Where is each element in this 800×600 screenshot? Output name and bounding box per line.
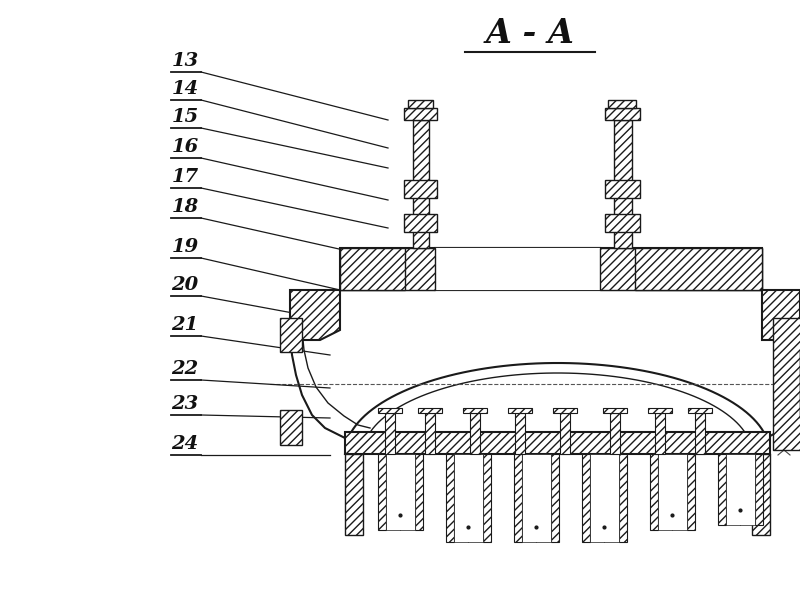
Polygon shape bbox=[762, 290, 800, 340]
Polygon shape bbox=[655, 413, 665, 454]
Polygon shape bbox=[425, 413, 435, 454]
Polygon shape bbox=[726, 454, 755, 525]
Polygon shape bbox=[415, 454, 423, 530]
Polygon shape bbox=[280, 318, 302, 352]
Polygon shape bbox=[470, 413, 480, 454]
Polygon shape bbox=[752, 454, 770, 535]
Polygon shape bbox=[718, 454, 726, 525]
Polygon shape bbox=[687, 454, 695, 530]
Polygon shape bbox=[514, 454, 522, 542]
Text: 22: 22 bbox=[171, 360, 198, 378]
Polygon shape bbox=[386, 454, 415, 530]
Polygon shape bbox=[635, 248, 762, 290]
Polygon shape bbox=[650, 454, 658, 530]
Polygon shape bbox=[600, 248, 762, 290]
Text: 24: 24 bbox=[171, 435, 198, 453]
Polygon shape bbox=[340, 248, 762, 290]
Polygon shape bbox=[408, 100, 433, 108]
Polygon shape bbox=[280, 410, 302, 445]
Polygon shape bbox=[385, 413, 395, 454]
Polygon shape bbox=[508, 408, 532, 413]
Polygon shape bbox=[605, 214, 640, 232]
Polygon shape bbox=[608, 100, 636, 108]
Polygon shape bbox=[610, 413, 620, 454]
Text: 13: 13 bbox=[171, 52, 198, 70]
Polygon shape bbox=[515, 413, 525, 454]
Polygon shape bbox=[378, 408, 402, 413]
Text: A - A: A - A bbox=[486, 17, 574, 50]
Polygon shape bbox=[483, 454, 491, 542]
Text: 23: 23 bbox=[171, 395, 198, 413]
Polygon shape bbox=[590, 454, 619, 542]
Polygon shape bbox=[418, 408, 442, 413]
Polygon shape bbox=[290, 290, 340, 340]
Polygon shape bbox=[688, 408, 712, 413]
Polygon shape bbox=[695, 413, 705, 454]
Text: 16: 16 bbox=[171, 138, 198, 156]
Polygon shape bbox=[614, 120, 632, 248]
Polygon shape bbox=[553, 408, 577, 413]
Polygon shape bbox=[463, 408, 487, 413]
Text: 18: 18 bbox=[171, 198, 198, 216]
Polygon shape bbox=[605, 180, 640, 198]
Polygon shape bbox=[658, 454, 687, 530]
Polygon shape bbox=[603, 408, 627, 413]
Polygon shape bbox=[345, 454, 363, 535]
Polygon shape bbox=[582, 454, 590, 542]
Polygon shape bbox=[413, 120, 429, 248]
Polygon shape bbox=[340, 248, 405, 290]
Polygon shape bbox=[435, 248, 600, 290]
Polygon shape bbox=[340, 248, 435, 290]
Polygon shape bbox=[619, 454, 627, 542]
Text: 21: 21 bbox=[171, 316, 198, 334]
Polygon shape bbox=[454, 454, 483, 542]
Text: 17: 17 bbox=[171, 168, 198, 186]
Polygon shape bbox=[404, 214, 437, 232]
Text: 15: 15 bbox=[171, 108, 198, 126]
Polygon shape bbox=[605, 108, 640, 120]
Polygon shape bbox=[404, 108, 437, 120]
Polygon shape bbox=[648, 408, 672, 413]
Text: 14: 14 bbox=[171, 80, 198, 98]
Text: 20: 20 bbox=[171, 276, 198, 294]
Polygon shape bbox=[446, 454, 454, 542]
Polygon shape bbox=[560, 413, 570, 454]
Polygon shape bbox=[378, 454, 386, 530]
Text: 19: 19 bbox=[171, 238, 198, 256]
Polygon shape bbox=[551, 454, 559, 542]
Polygon shape bbox=[404, 180, 437, 198]
Polygon shape bbox=[522, 454, 551, 542]
Polygon shape bbox=[773, 318, 800, 450]
Polygon shape bbox=[345, 432, 770, 454]
Polygon shape bbox=[755, 454, 763, 525]
